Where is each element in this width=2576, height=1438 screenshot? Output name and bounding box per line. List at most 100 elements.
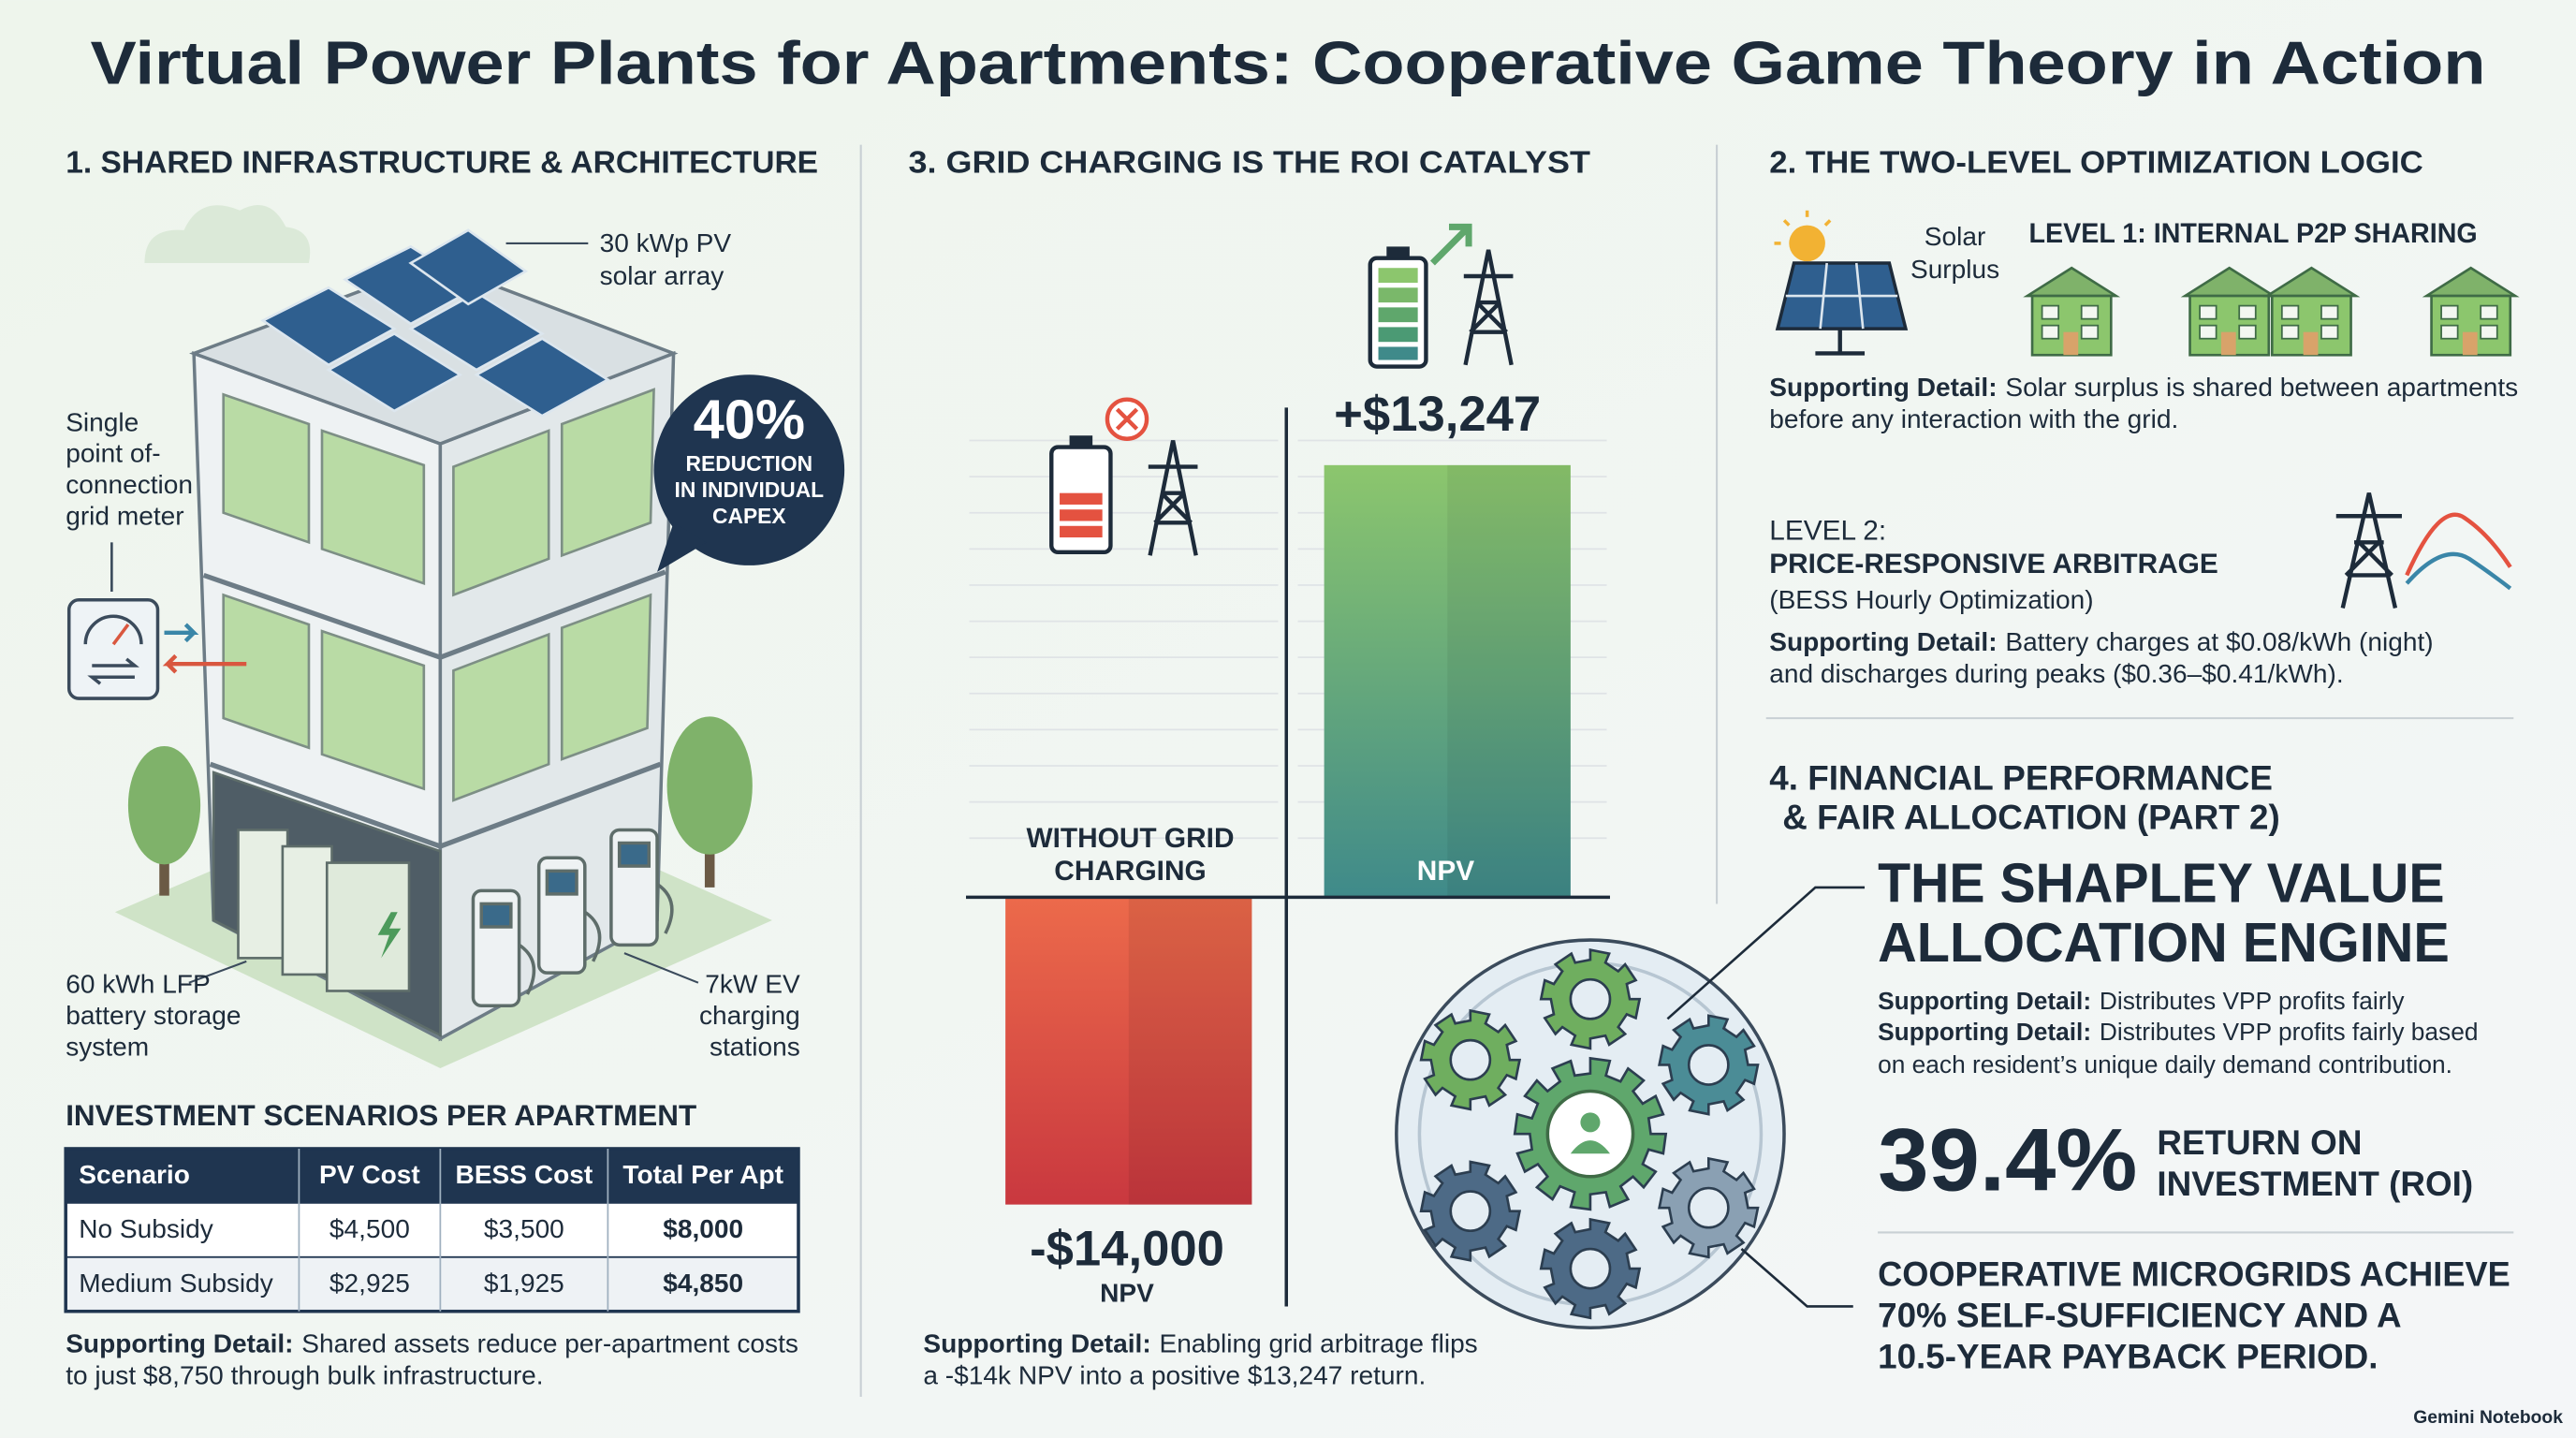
callout-label: solar array: [600, 261, 724, 290]
house-window: [2480, 304, 2498, 320]
table-header-cell: BESS Cost: [456, 1160, 593, 1189]
tree: [666, 716, 753, 888]
battery-full-icon: [1368, 223, 1472, 369]
arbitrage-icon-part: [2335, 492, 2402, 609]
supporting-detail: Supporting Detail: Enabling grid arbitrag…: [923, 1329, 1477, 1358]
house-window: [2280, 304, 2300, 320]
callout-label: point of-: [66, 439, 160, 468]
house-door: [2220, 331, 2236, 356]
house-door: [2303, 331, 2319, 356]
table-cell: $4,500: [329, 1214, 410, 1243]
roi-label: INVESTMENT (ROI): [2157, 1165, 2473, 1203]
solar-panels-part: [474, 337, 610, 418]
battery-full-icon-part: [1386, 246, 1410, 258]
badge-text: IN INDIVIDUAL: [675, 477, 825, 502]
person-icon: [1580, 1112, 1601, 1133]
supporting-detail: before any interaction with the grid.: [1769, 404, 2178, 433]
floor-lines-part: [202, 572, 442, 660]
battery-storage-part: [237, 829, 289, 960]
house-door: [2063, 331, 2079, 356]
battery-full-icon-part: [1378, 307, 1418, 323]
gear-hub: [1569, 977, 1612, 1020]
connector-lines-part: [1666, 886, 1866, 1020]
solar-panels-part: [408, 228, 529, 306]
meter-icon-part: [164, 623, 199, 643]
house-window: [2238, 304, 2257, 320]
meter-icon-part: [83, 614, 143, 645]
house-window: [2080, 304, 2100, 320]
solar-icon-part: [1774, 210, 1832, 245]
floor-lines-part: [439, 761, 662, 849]
rooms: [222, 388, 655, 802]
house-window: [2080, 324, 2100, 340]
meter-icon: [66, 542, 247, 700]
apartment-icons: [2023, 266, 2520, 357]
battery-low-icon: [1049, 397, 1149, 555]
section-heading: 4. FINANCIAL PERFORMANCE: [1769, 759, 2273, 798]
roi-value: 39.4%: [1878, 1110, 2137, 1210]
gear-hub: [1569, 1247, 1612, 1290]
battery-low-icon-part: [1060, 525, 1103, 538]
bar-caption: WITHOUT GRID: [1026, 823, 1234, 854]
tower-icon: [1148, 249, 1514, 556]
table-cell: $3,500: [484, 1214, 564, 1243]
callout-label: system: [66, 1032, 149, 1061]
table-header-bg: [66, 1148, 798, 1203]
solar-panels: [260, 228, 610, 418]
page-title: Virtual Power Plants for Apartments: Coo…: [91, 28, 2486, 96]
icon-label: Solar: [1925, 222, 1986, 251]
solar-panels-part: [408, 291, 545, 372]
rooms-part: [222, 593, 311, 750]
bar-shade: [1447, 464, 1571, 898]
arbitrage-icon-part: [2405, 551, 2512, 591]
house-window: [2440, 324, 2459, 340]
solar-icon-part: [1789, 225, 1825, 262]
supporting-detail: a -$14k NPV into a positive $13,247 retu…: [923, 1360, 1426, 1389]
rooms-part: [222, 392, 311, 545]
level-title: LEVEL 1: INTERNAL P2P SHARING: [2029, 218, 2478, 249]
capex-badge-part: [657, 522, 707, 572]
callout-label: charging: [699, 1001, 800, 1030]
battery-full-icon-part: [1378, 287, 1418, 303]
bar-label: NPV: [1100, 1279, 1154, 1308]
battery-low-icon-part: [1069, 435, 1093, 448]
npv-comparison: [966, 223, 1610, 1307]
negative-npv-value: -$14,000: [1030, 1221, 1224, 1276]
person-icon: [1570, 1140, 1610, 1154]
solar-panels-part: [260, 286, 397, 367]
meter-icon-part: [111, 624, 130, 646]
ev-chargers: [471, 828, 674, 1008]
leader-line: [188, 960, 247, 984]
battery-storage-part: [377, 912, 402, 959]
battery-low-icon-part: [1060, 492, 1103, 505]
gear-hub: [1449, 1190, 1492, 1233]
battery-low-icon-part: [1115, 407, 1139, 431]
ev-chargers-part: [617, 841, 651, 868]
tower-icon-part: [1463, 249, 1514, 366]
section-heading: 2. THE TWO-LEVEL OPTIMIZATION LOGIC: [1769, 145, 2423, 180]
supporting-detail: Supporting Detail: Solar surplus is share…: [1769, 374, 2518, 403]
badge-text: CAPEX: [712, 504, 786, 528]
bar-caption: CHARGING: [1054, 856, 1206, 887]
bar-shade: [1128, 897, 1252, 1205]
building-illustration-part: [144, 204, 311, 263]
supporting-detail: and discharges during peaks ($0.36–$0.41…: [1769, 659, 2343, 688]
tree-part: [666, 716, 753, 855]
supporting-detail: Supporting Detail: Distributes VPP profit…: [1878, 1018, 2478, 1046]
building-illustration: [66, 204, 845, 1068]
table-cell: $1,925: [484, 1269, 564, 1298]
rooms-part: [560, 593, 652, 761]
house-window: [2440, 304, 2459, 320]
conclusion: 70% SELF-SUFFICIENCY AND A: [1878, 1296, 2402, 1334]
rooms-part: [320, 629, 426, 791]
section-heading: 1. SHARED INFRASTRUCTURE & ARCHITECTURE: [66, 145, 818, 180]
dividers: [859, 144, 2514, 1397]
investment-table: Scenario PV Cost BESS Cost Total Per Apt No …: [64, 1147, 800, 1313]
section-heading: 3. GRID CHARGING IS THE ROI CATALYST: [909, 145, 1590, 180]
positive-npv-value: +$13,247: [1334, 387, 1541, 442]
solar-icon-part: [1815, 329, 1866, 356]
ev-chargers-part: [479, 902, 513, 929]
rooms-part: [452, 632, 550, 802]
